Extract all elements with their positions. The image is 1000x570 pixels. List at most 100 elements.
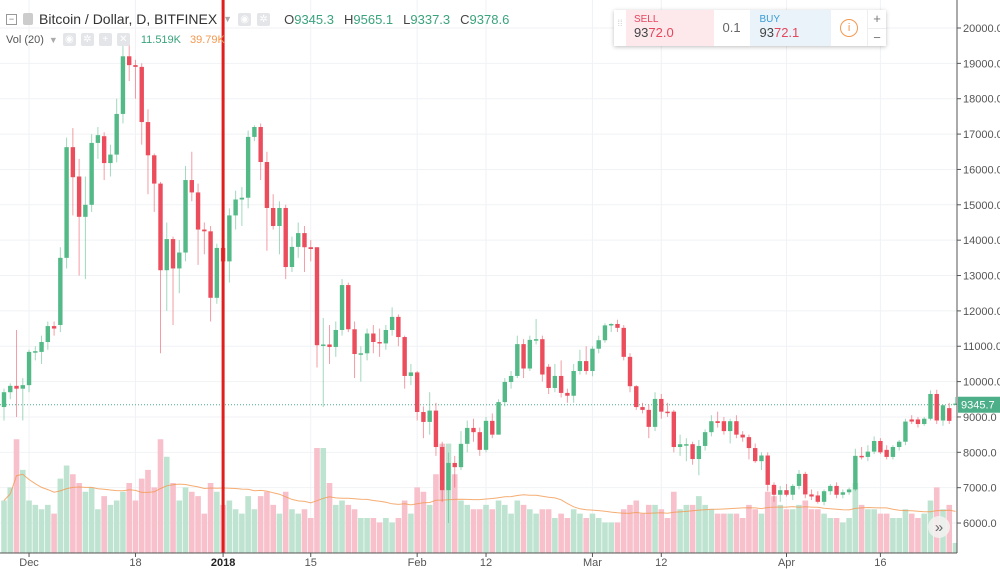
vertical-marker-line[interactable] [221, 0, 225, 553]
candle[interactable] [58, 247, 63, 333]
candle[interactable] [540, 335, 545, 382]
candle[interactable] [302, 226, 307, 272]
candle[interactable] [715, 411, 720, 428]
candle[interactable] [477, 427, 482, 456]
candle[interactable] [753, 443, 758, 463]
symbol-title[interactable]: Bitcoin / Dollar, D, BITFINEX [39, 11, 218, 27]
candle[interactable] [878, 438, 883, 455]
candle[interactable] [659, 393, 664, 419]
candle[interactable] [684, 438, 689, 462]
candle[interactable] [828, 484, 833, 495]
candle[interactable] [790, 484, 795, 501]
candle[interactable] [671, 409, 677, 453]
candle[interactable] [371, 325, 376, 354]
candle[interactable] [565, 388, 570, 403]
candle[interactable] [427, 392, 432, 435]
flag-icon[interactable] [23, 13, 33, 25]
candle[interactable] [402, 335, 407, 389]
candle[interactable] [314, 247, 320, 368]
candle[interactable] [233, 190, 238, 230]
candle[interactable] [277, 201, 282, 255]
candle[interactable] [414, 370, 420, 421]
candle[interactable] [45, 321, 51, 350]
candle[interactable] [615, 319, 620, 333]
candle[interactable] [145, 109, 151, 195]
candle[interactable] [139, 63, 144, 145]
candle[interactable] [327, 325, 332, 364]
candle[interactable] [590, 346, 595, 377]
candle[interactable] [89, 134, 94, 212]
candle[interactable] [189, 151, 194, 202]
candle[interactable] [696, 439, 702, 476]
candle[interactable] [853, 448, 858, 492]
candle[interactable] [214, 243, 220, 304]
candle[interactable] [859, 447, 864, 460]
candle[interactable] [20, 378, 25, 421]
candle[interactable] [871, 436, 877, 455]
candle[interactable] [183, 165, 188, 262]
candle[interactable] [164, 222, 169, 311]
candle[interactable] [446, 452, 451, 524]
candle[interactable] [195, 183, 201, 265]
candle[interactable] [389, 307, 395, 336]
candle[interactable] [627, 353, 633, 393]
candle[interactable] [577, 349, 583, 375]
settings-icon[interactable]: ✲ [257, 12, 271, 26]
candle[interactable] [101, 132, 107, 181]
candle[interactable] [258, 123, 263, 181]
candle[interactable] [227, 208, 232, 283]
candle[interactable] [771, 482, 777, 502]
candle[interactable] [239, 187, 245, 227]
buy-button[interactable]: BUY 9372.1 [749, 10, 832, 46]
candle[interactable] [640, 402, 645, 414]
candle[interactable] [646, 404, 651, 439]
candle[interactable] [734, 415, 739, 439]
candle[interactable] [377, 328, 382, 357]
candle[interactable] [114, 98, 119, 163]
candle[interactable] [364, 328, 370, 361]
add-icon[interactable]: + [98, 33, 112, 46]
candle[interactable] [865, 445, 871, 462]
candle[interactable] [333, 321, 338, 357]
candle[interactable] [14, 329, 19, 417]
candle[interactable] [702, 429, 708, 451]
chevron-down-icon[interactable]: ▼ [223, 14, 233, 24]
candle[interactable] [515, 335, 520, 379]
close-icon[interactable]: ✕ [116, 33, 130, 46]
candle[interactable] [70, 128, 76, 216]
candle[interactable] [245, 130, 251, 209]
candle[interactable] [64, 137, 69, 269]
candle[interactable] [177, 240, 182, 294]
candle[interactable] [690, 441, 695, 465]
candle[interactable] [652, 392, 658, 432]
candle[interactable] [321, 317, 326, 408]
candle[interactable] [953, 396, 957, 406]
candle[interactable] [634, 385, 639, 410]
candle[interactable] [8, 383, 13, 400]
candle[interactable] [352, 321, 357, 379]
increase-quantity-button[interactable]: + [873, 11, 881, 26]
candle[interactable] [583, 346, 589, 375]
decrease-quantity-button[interactable]: − [868, 28, 886, 47]
candle[interactable] [383, 325, 389, 350]
candle[interactable] [727, 418, 733, 444]
candle[interactable] [452, 455, 457, 488]
candle[interactable] [896, 439, 902, 451]
settings-icon[interactable]: ✲ [80, 33, 94, 46]
candle[interactable] [834, 482, 839, 499]
candle[interactable] [421, 406, 426, 439]
candle[interactable] [264, 151, 270, 251]
volume-title[interactable]: Vol (20) [6, 33, 44, 46]
candle[interactable] [909, 415, 914, 425]
candle[interactable] [108, 144, 113, 177]
candle[interactable] [283, 204, 288, 280]
scroll-to-realtime-button[interactable] [928, 516, 950, 538]
candle[interactable] [721, 416, 727, 435]
candle[interactable] [596, 335, 601, 354]
candle[interactable] [884, 445, 889, 460]
candle[interactable] [396, 314, 401, 347]
candle[interactable] [815, 491, 820, 504]
candle[interactable] [765, 452, 770, 492]
candle[interactable] [358, 346, 364, 382]
candle[interactable] [621, 325, 626, 361]
